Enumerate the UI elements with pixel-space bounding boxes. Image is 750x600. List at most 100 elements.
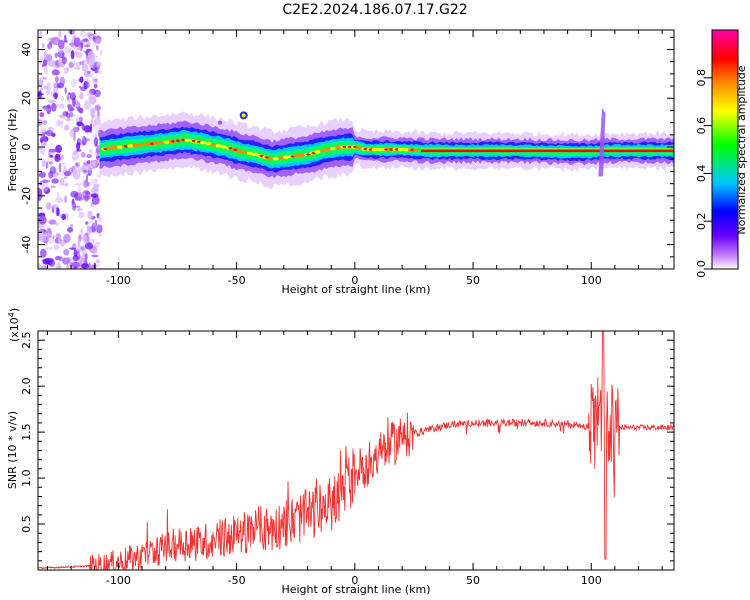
spectrogram-noise-blob: [69, 128, 75, 138]
spectrogram-noise-blob: [42, 58, 48, 67]
spectrogram-noise-blob: [59, 76, 66, 86]
spectrogram-noise-blob: [50, 170, 59, 178]
spectrogram-noise-blob: [96, 37, 102, 43]
spectrogram-noise-blob: [50, 185, 56, 188]
spectrogram-core-blob: [200, 140, 207, 145]
spectrogram-core-blob: [106, 146, 113, 151]
spectrogram-noise-blob: [45, 161, 49, 169]
spectrogram-noise-blob: [63, 248, 70, 256]
spectrogram-core-blob: [394, 148, 399, 151]
spectrogram-noise-blob: [79, 76, 84, 83]
spectrogram-noise-blob: [85, 78, 91, 89]
spectrogram-noise-blob: [96, 212, 100, 219]
spectrogram-noise-blob: [38, 143, 41, 146]
spectrogram-noise-blob: [47, 126, 54, 131]
spectrogram-noise-blob: [78, 116, 84, 122]
spectrogram-core-blob: [171, 140, 176, 143]
spectrogram-noise-blob: [66, 94, 70, 101]
x-tick-label: -50: [228, 274, 246, 287]
spectrogram-noise-blob: [64, 46, 72, 54]
spectrogram-noise-blob: [92, 133, 98, 139]
spectrogram-noise-blob: [71, 201, 77, 211]
spectrogram-noise-blob: [100, 88, 103, 91]
spectrogram-noise-blob: [72, 254, 79, 262]
spectrogram-noise-blob: [38, 196, 42, 202]
spectrogram-noise-blob: [73, 266, 78, 269]
spectrogram-noise-blob: [47, 59, 56, 67]
spectrogram-core-blob: [215, 143, 222, 148]
spectrogram-noise-blob: [47, 99, 56, 104]
x-tick-label: 100: [581, 274, 602, 287]
spectrogram-core-blob: [330, 146, 337, 151]
spectrogram-noise-blob: [90, 117, 93, 121]
spectrogram-noise-blob: [94, 107, 98, 111]
spectrogram-noise-blob: [51, 69, 60, 76]
spectrogram-noise-blob: [69, 106, 75, 112]
spectrogram-noise-blob: [45, 90, 51, 96]
spectrogram-noise-blob: [75, 50, 78, 55]
spectrogram-noise-blob: [47, 152, 55, 155]
spectrogram-noise-blob: [54, 75, 59, 83]
spectrogram-noise-blob: [54, 222, 60, 227]
x-tick-label: -100: [106, 274, 131, 287]
y-tick-label: 2.0: [20, 377, 33, 395]
spectrogram-noise-blob: [89, 150, 93, 154]
y-tick-label: -20: [20, 187, 33, 205]
spectrogram-core-blob: [142, 142, 149, 147]
spectrogram-noise-blob: [77, 107, 83, 113]
spectrogram-core-blob: [267, 157, 274, 161]
colorbar-tick-label: 0.4: [695, 165, 708, 183]
spectrogram-noise-blob: [86, 160, 91, 165]
spectrogram-noise-blob: [38, 79, 44, 87]
spectrogram-noise-blob: [71, 151, 80, 161]
spectrogram-noise-blob: [91, 195, 100, 205]
spectrogram-core-blob: [197, 140, 202, 143]
spectrogram-noise-blob: [76, 121, 84, 127]
spectrogram-noise-blob: [65, 256, 74, 262]
spectrogram-noise-blob: [81, 38, 87, 44]
colorbar-tick-label: 0.2: [695, 212, 708, 230]
spectrogram-core-blob: [371, 147, 378, 152]
spectrogram-noise-blob: [94, 148, 100, 157]
spectrogram-noise-blob: [43, 64, 47, 75]
spectrogram-noise-blob: [62, 111, 69, 117]
spectrogram-core-blob: [290, 155, 295, 158]
spectrogram-noise-blob: [71, 97, 76, 107]
spectrogram-noise-blob: [66, 217, 69, 220]
spectrogram-noise-blob: [89, 119, 93, 124]
spectrogram-noise-blob: [43, 85, 49, 90]
spectrogram-noise-blob: [60, 95, 65, 102]
spectrogram-noise-blob: [48, 219, 57, 225]
spectrogram-noise-blob: [84, 253, 88, 264]
y-tick-label: 0: [20, 144, 33, 151]
spectrogram-noise-blob: [51, 178, 59, 184]
spectrogram-core-blob: [150, 142, 155, 145]
spectrogram-noise-blob: [94, 89, 101, 98]
spectrogram-core-blob: [205, 141, 212, 146]
snr-x-axis-title: Height of straight line (km): [281, 583, 430, 596]
spectrogram-core-blob: [103, 147, 108, 151]
spectrogram-noise-blob: [87, 169, 93, 176]
spectrogram-noise-blob: [60, 162, 67, 165]
spectrogram-noise-blob: [40, 182, 49, 193]
y-tick-label: -40: [20, 236, 33, 254]
spectrogram-noise-blob: [95, 250, 98, 253]
spectrogram-noise-blob: [96, 103, 100, 107]
spectrogram-noise-blob: [89, 167, 93, 170]
spectrogram-core-band: [421, 149, 674, 153]
spectrogram-noise-blob: [65, 118, 72, 122]
spectrogram-noise-blob: [70, 78, 78, 88]
spectrogram-noise-blob: [59, 103, 65, 109]
x-tick-label: -100: [106, 574, 131, 587]
colorbar-title: Normalized spectral amplitude: [735, 65, 748, 234]
snr-y-axis-title: SNR (10 * v/v): [6, 411, 19, 489]
spectrogram-core-blob: [184, 138, 191, 142]
spectrogram-noise-blob: [96, 159, 101, 164]
spectrogram-noise-blob: [61, 56, 68, 65]
spectrogram-y-axis-title: Frequency (Hz): [6, 109, 19, 192]
spectrogram-core-blob: [210, 142, 217, 147]
spectrogram-noise-blob: [73, 61, 76, 66]
x-tick-label: -50: [228, 574, 246, 587]
spectrogram-core-blob: [413, 148, 420, 153]
